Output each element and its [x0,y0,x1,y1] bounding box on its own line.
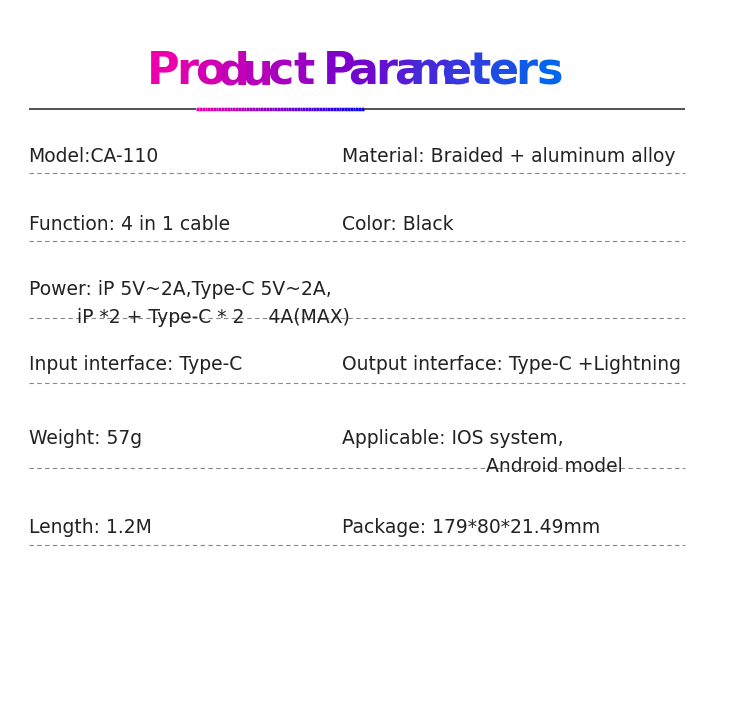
Text: o: o [195,50,226,93]
Text: Output interface: Type-C +Lightning: Output interface: Type-C +Lightning [342,355,681,375]
Text: a: a [348,50,378,93]
Text: Function: 4 in 1 cable: Function: 4 in 1 cable [28,214,230,234]
Text: a: a [394,50,424,93]
Text: Input interface: Type-C: Input interface: Type-C [28,355,242,375]
Text: c: c [267,50,293,93]
Text: t: t [469,50,490,93]
Text: Power: iP 5V~2A,Type-C 5V~2A,
        iP *2 + Type-C * 2    4A(MAX): Power: iP 5V~2A,Type-C 5V~2A, iP *2 + Ty… [28,280,350,327]
Text: r: r [375,50,397,93]
Text: m: m [410,50,456,93]
Text: t: t [293,50,314,93]
Text: Material: Braided + aluminum alloy: Material: Braided + aluminum alloy [342,147,676,166]
Text: d: d [217,50,250,93]
Text: r: r [176,50,198,93]
Text: Weight: 57g: Weight: 57g [28,429,142,448]
Text: r: r [515,50,538,93]
Text: Applicable: IOS system,
                        Android model: Applicable: IOS system, Android model [342,429,623,476]
Text: P: P [323,50,356,93]
Text: Color: Black: Color: Black [342,214,454,234]
Text: P: P [147,50,180,93]
Text: u: u [241,50,273,93]
Text: Model:CA-110: Model:CA-110 [28,147,159,166]
Text: Length: 1.2M: Length: 1.2M [28,518,152,538]
Text: e: e [441,50,471,93]
Text: e: e [488,50,518,93]
Text: s: s [536,50,563,93]
Text: Package: 179*80*21.49mm: Package: 179*80*21.49mm [342,518,601,538]
